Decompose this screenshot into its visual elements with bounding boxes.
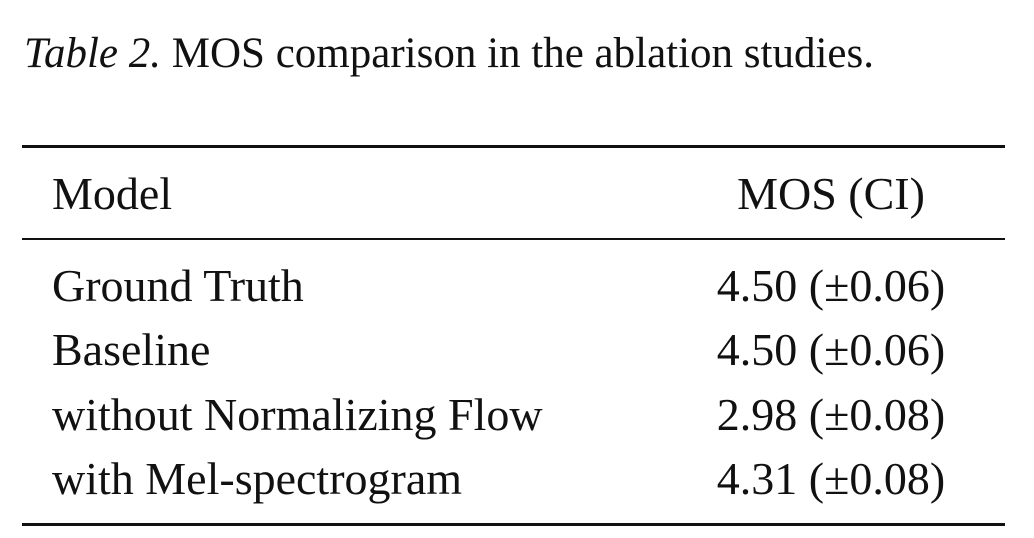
caption: Table 2. MOS comparison in the ablation …: [24, 32, 874, 75]
table-cell: 4.31 (±0.08): [716, 453, 946, 504]
table-cell: 4.50 (±0.06): [716, 260, 946, 311]
table-cell: 4.50 (±0.06): [716, 324, 946, 375]
table-cell: Baseline: [52, 324, 211, 375]
bottom-rule: [22, 523, 1005, 526]
caption-text: MOS comparison in the ablation studies.: [171, 30, 875, 77]
table-cell: without Normalizing Flow: [52, 389, 543, 440]
table-cell: 2.98 (±0.08): [716, 389, 946, 440]
caption-label: Table 2.: [24, 30, 161, 77]
table-cell: with Mel-spectrogram: [52, 453, 463, 504]
top-rule: [22, 145, 1005, 148]
header-rule: [22, 238, 1005, 240]
header-cell: MOS (CI): [737, 168, 925, 219]
header-cell: Model: [52, 168, 173, 219]
table-cell: Ground Truth: [52, 260, 304, 311]
